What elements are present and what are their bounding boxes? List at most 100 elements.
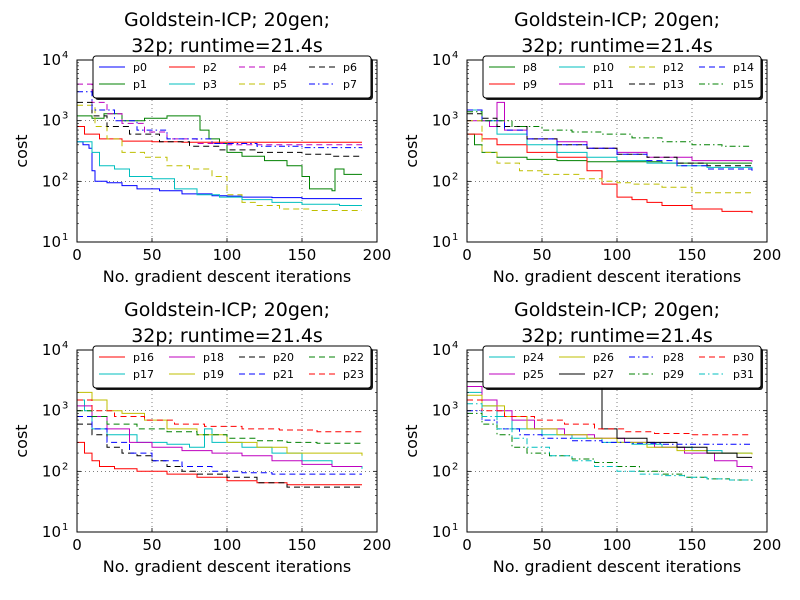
y-tick-base: 10 (42, 462, 61, 480)
x-tick-label: 150 (288, 246, 317, 264)
chart-title-line1: Goldstein-ICP; 20gen; (514, 9, 720, 31)
legend-box (92, 345, 372, 389)
legend-label-p17: p17 (133, 368, 154, 381)
y-tick-label: 10 (432, 523, 451, 541)
y-tick-base: 10 (42, 233, 61, 251)
y-tick-label: 10 (432, 172, 451, 190)
legend-label-p7: p7 (343, 78, 357, 91)
y-tick-base: 10 (432, 112, 451, 130)
legend-label-p15: p15 (733, 78, 754, 91)
series-line-p29 (467, 412, 753, 481)
chart-title-line2: 32p; runtime=21.4s (521, 35, 713, 57)
y-tick-base: 10 (42, 523, 61, 541)
y-tick-label: 10 (42, 172, 61, 190)
x-axis-label: No. gradient descent iterations (103, 557, 352, 576)
legend: p8 p9 p10 p11 p12 p13 p14 p15 (482, 55, 763, 100)
legend-box (482, 345, 762, 389)
y-tick-label: 10 (42, 402, 61, 420)
legend-label-p27: p27 (593, 368, 614, 381)
series-line-p3 (77, 141, 362, 206)
legend-label-p9: p9 (523, 78, 537, 91)
series-line-p6 (77, 101, 362, 157)
series-line-p20 (77, 423, 362, 488)
y-tick-exponent: 2 (62, 171, 68, 182)
x-tick-label: 150 (678, 246, 707, 264)
legend-label-p5: p5 (273, 78, 287, 91)
y-tick-label: 10 (432, 112, 451, 130)
y-tick-label: 10 (42, 51, 61, 69)
legend-label-p1: p1 (133, 78, 147, 91)
legend-label-p21: p21 (273, 368, 294, 381)
series-line-p14 (467, 109, 753, 171)
y-tick-label: 10 (42, 523, 61, 541)
legend-label-p4: p4 (273, 61, 287, 74)
y-tick-base: 10 (42, 402, 61, 420)
y-tick-label: 10 (432, 51, 451, 69)
legend-label-p19: p19 (203, 368, 224, 381)
x-tick-label: 200 (753, 246, 782, 264)
x-tick-label: 100 (213, 246, 242, 264)
x-axis-label: No. gradient descent iterations (103, 267, 352, 286)
chart-title-line2: 32p; runtime=21.4s (131, 325, 323, 347)
legend-label-p12: p12 (663, 61, 684, 74)
x-tick-label: 0 (72, 536, 82, 554)
series-line-p19 (77, 391, 363, 456)
series-line-p9 (467, 133, 753, 214)
x-axis-label: No. gradient descent iterations (493, 557, 742, 576)
legend: p16 p17 p18 p19 p20 p21 p22 p23 (92, 345, 373, 390)
series-line-p26 (467, 394, 753, 455)
legend-label-p3: p3 (203, 78, 217, 91)
y-tick-exponent: 2 (452, 461, 458, 472)
x-tick-label: 150 (288, 536, 317, 554)
series-line-p2 (77, 126, 362, 143)
x-tick-label: 0 (462, 536, 472, 554)
x-tick-label: 200 (363, 536, 392, 554)
legend-label-p28: p28 (663, 351, 684, 364)
y-tick-exponent: 2 (62, 461, 68, 472)
x-tick-label: 0 (72, 246, 82, 264)
legend-label-p20: p20 (273, 351, 294, 364)
y-axis-label: cost (402, 134, 421, 167)
y-axis-label: cost (12, 134, 31, 167)
series-line-p22 (77, 410, 363, 445)
y-tick-exponent: 1 (62, 522, 68, 533)
y-tick-label: 10 (42, 462, 61, 480)
y-tick-exponent: 1 (62, 232, 68, 243)
y-tick-base: 10 (432, 523, 451, 541)
chart-title-line1: Goldstein-ICP; 20gen; (124, 9, 330, 31)
legend-label-p31: p31 (733, 368, 754, 381)
series-line-p30 (467, 399, 752, 436)
legend-label-p8: p8 (523, 61, 537, 74)
chart-title-line2: 32p; runtime=21.4s (131, 35, 323, 57)
legend-label-p30: p30 (733, 351, 754, 364)
y-tick-exponent: 3 (62, 111, 68, 122)
y-tick-exponent: 3 (452, 111, 458, 122)
y-tick-base: 10 (42, 112, 61, 130)
y-tick-base: 10 (432, 51, 451, 69)
x-tick-label: 200 (363, 246, 392, 264)
x-tick-label: 200 (753, 536, 782, 554)
legend: p0 p1 p2 p3 p4 p5 p6 p7 (92, 55, 373, 100)
x-tick-label: 100 (603, 536, 632, 554)
legend-box (482, 55, 762, 99)
y-tick-label: 10 (432, 233, 451, 251)
x-tick-label: 50 (532, 536, 551, 554)
y-tick-base: 10 (432, 402, 451, 420)
y-tick-label: 10 (42, 112, 61, 130)
x-tick-label: 100 (603, 246, 632, 264)
chart-title-line1: Goldstein-ICP; 20gen; (514, 299, 720, 321)
legend-label-p24: p24 (523, 351, 544, 364)
series-group (467, 101, 753, 214)
chart-title-line2: 32p; runtime=21.4s (521, 325, 713, 347)
x-tick-label: 50 (142, 246, 161, 264)
series-line-p15 (467, 111, 752, 147)
y-tick-exponent: 4 (62, 50, 68, 61)
legend-label-p22: p22 (343, 351, 364, 364)
series-line-p12 (467, 120, 752, 194)
legend-label-p29: p29 (663, 368, 684, 381)
series-line-p28 (467, 410, 752, 445)
y-tick-label: 10 (432, 341, 451, 359)
